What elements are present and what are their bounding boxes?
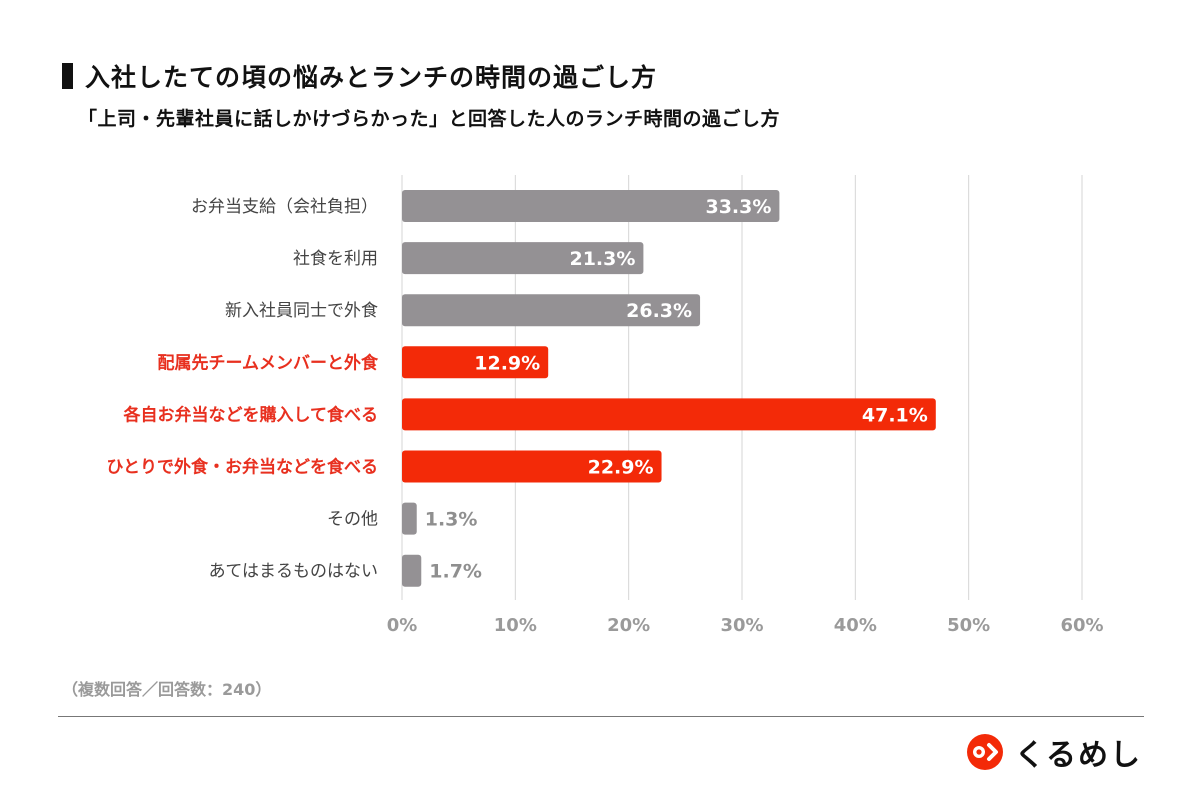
- bar: [402, 502, 417, 535]
- category-label: 配属先チームメンバーと外食: [158, 352, 379, 373]
- bar: [402, 346, 549, 379]
- x-tick-label: 20%: [607, 615, 650, 636]
- category-label: お弁当支給（会社負担）: [191, 197, 378, 217]
- x-tick-label: 40%: [834, 615, 877, 636]
- x-tick-label: 60%: [1060, 615, 1103, 636]
- category-label: その他: [327, 510, 378, 530]
- bar: [402, 294, 701, 327]
- x-axis-ticks: 0% 10% 20% 30% 40% 50% 60%: [387, 615, 1104, 636]
- value-label: 21.3%: [569, 248, 635, 270]
- title-marker: [62, 63, 73, 89]
- chart-subtitle: 「上司・先輩社員に話しかけづらかった」と回答した人のランチ時間の過ごし方: [78, 108, 781, 130]
- bar: [402, 190, 780, 222]
- x-tick-label: 0%: [387, 615, 418, 636]
- value-label: 12.9%: [474, 352, 540, 374]
- category-label: 新入社員同士で外食: [225, 301, 378, 321]
- category-label: 各自お弁当などを購入して食べる: [123, 404, 379, 425]
- title-row: 入社したての頃の悩みとランチの時間の過ごし方: [62, 58, 657, 94]
- value-label: 33.3%: [705, 196, 771, 218]
- value-label: 47.1%: [862, 404, 928, 426]
- bar: [402, 242, 644, 275]
- x-tick-label: 10%: [494, 615, 537, 636]
- category-label: ひとりで外食・お弁当などを食べる: [107, 457, 379, 478]
- bars: [402, 190, 936, 587]
- grid-lines: [401, 175, 1083, 600]
- value-labels: 33.3% 21.3% 26.3% 12.9% 47.1% 22.9% 1.3% 1.7%: [425, 196, 928, 583]
- x-tick-label: 30%: [720, 615, 763, 636]
- bar: [402, 554, 422, 587]
- value-label: 1.3%: [425, 509, 478, 531]
- footer-divider: [58, 716, 1144, 717]
- bar: [402, 398, 936, 431]
- title-block: 入社したての頃の悩みとランチの時間の過ごし方: [62, 58, 657, 94]
- category-label: 社食を利用: [293, 249, 378, 269]
- survey-note: （複数回答／回答数：240）: [62, 680, 272, 699]
- bar: [402, 450, 662, 483]
- brand-logo: くるめし: [965, 730, 1142, 774]
- value-label: 26.3%: [626, 300, 692, 322]
- value-label: 1.7%: [429, 561, 482, 583]
- bar-chart: お弁当支給（会社負担） 社食を利用新入社員同士で外食配属先チームメンバーと外食各自…: [107, 175, 1104, 636]
- x-tick-label: 50%: [947, 615, 990, 636]
- value-label: 22.9%: [588, 457, 654, 479]
- category-labels: お弁当支給（会社負担） 社食を利用新入社員同士で外食配属先チームメンバーと外食各自…: [107, 197, 379, 582]
- brand-mark-icon: [966, 734, 1003, 770]
- category-label: あてはまるものはない: [209, 562, 378, 582]
- chart-title: 入社したての頃の悩みとランチの時間の過ごし方: [85, 63, 658, 92]
- brand-name: くるめし: [1014, 738, 1142, 773]
